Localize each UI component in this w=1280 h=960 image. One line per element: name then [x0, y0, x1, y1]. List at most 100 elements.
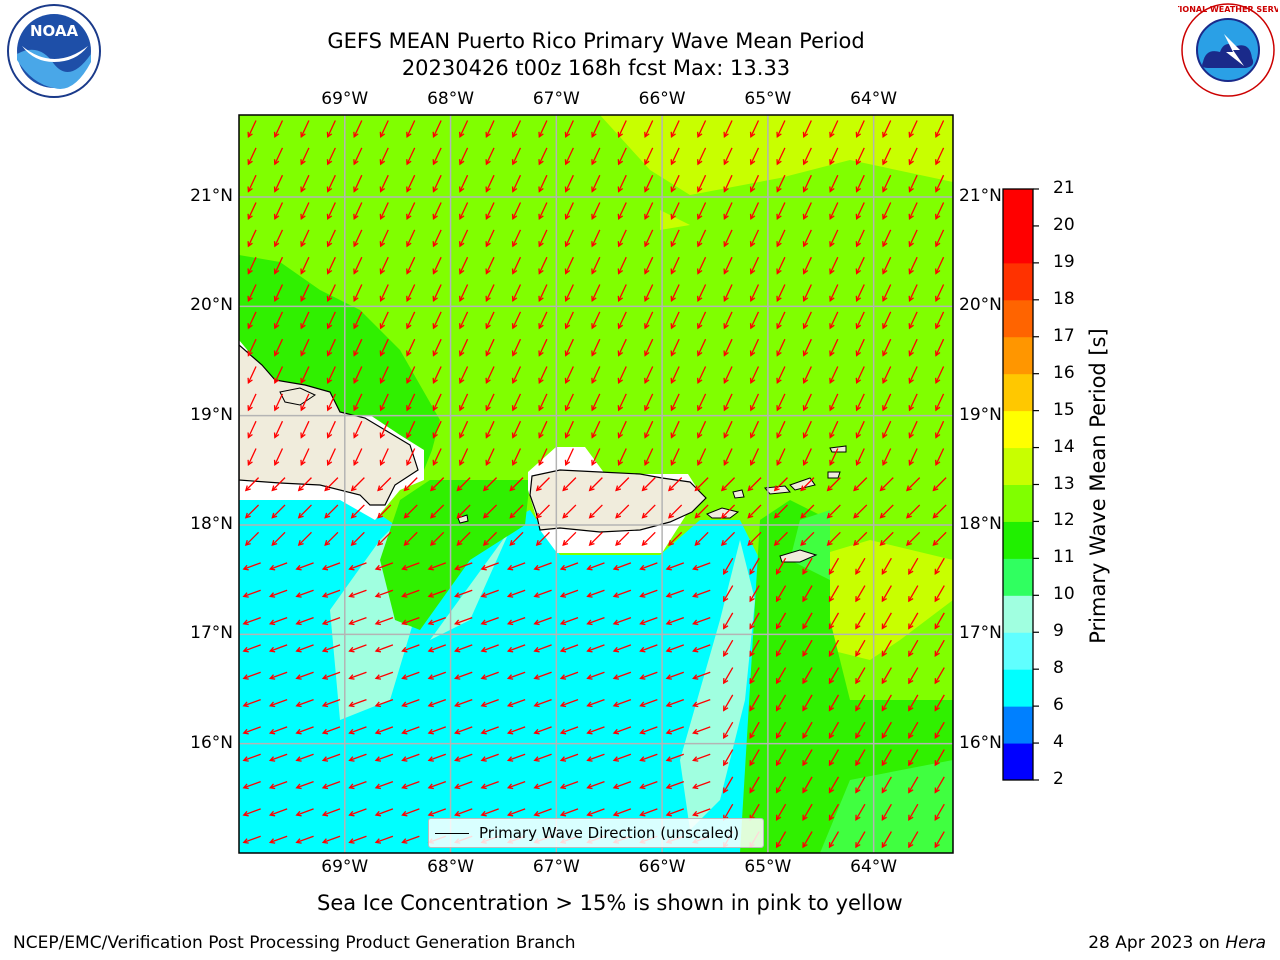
wave-arrow — [327, 366, 336, 384]
wave-arrow-head — [802, 650, 808, 657]
wave-arrow — [591, 229, 601, 247]
colorbar-tick-label: 2 — [1053, 769, 1064, 789]
wave-arrow — [644, 229, 654, 247]
wave-arrow-head — [641, 485, 648, 492]
wave-arrow — [935, 120, 945, 138]
wave-arrow-head — [615, 485, 622, 492]
wave-arrow — [406, 120, 416, 138]
wave-arrow — [271, 504, 286, 519]
wave-arrow — [402, 780, 420, 789]
wave-arrow — [934, 749, 945, 766]
wave-arrow-head — [324, 512, 331, 519]
wave-arrow-head — [533, 646, 540, 653]
wave-arrow — [723, 557, 734, 575]
wave-arrow — [776, 202, 786, 220]
wave-arrow-head — [377, 485, 384, 492]
wave-arrow-head — [273, 377, 280, 385]
wave-arrow-head — [374, 701, 382, 708]
wave-arrow — [300, 174, 310, 192]
field-medium-green-se — [820, 760, 953, 853]
wave-arrow-head — [586, 592, 593, 598]
wave-arrow — [243, 644, 261, 652]
wave-arrow-head — [353, 459, 359, 467]
wave-arrow — [351, 504, 365, 519]
wave-arrow-head — [723, 623, 729, 630]
wave-arrow — [538, 448, 548, 466]
wave-arrow-head — [855, 432, 862, 439]
wave-arrow — [803, 174, 812, 192]
wave-arrow — [829, 366, 839, 384]
wave-arrow-head — [348, 646, 355, 653]
wave-arrow-head — [480, 783, 487, 790]
wave-arrow — [587, 644, 605, 652]
wave-arrow-head — [908, 377, 914, 385]
footer-left: NCEP/EMC/Verification Post Processing Pr… — [13, 933, 576, 953]
wave-arrow — [856, 229, 865, 247]
wave-arrow — [693, 616, 711, 625]
wave-arrow-head — [723, 596, 729, 603]
wave-arrow — [750, 256, 760, 274]
wave-arrow-head — [459, 131, 465, 139]
wave-arrow-head — [485, 432, 491, 439]
wave-arrow-head — [749, 678, 755, 685]
wave-arrow — [327, 174, 336, 192]
wave-arrow-head — [485, 241, 491, 248]
wave-arrow — [827, 477, 841, 491]
wave-arrow — [322, 698, 341, 707]
wave-arrow — [644, 366, 654, 384]
wave-arrow — [749, 667, 760, 684]
wave-arrow — [349, 589, 367, 598]
wave-arrow — [247, 366, 257, 384]
wave-arrow — [296, 562, 314, 570]
wave-arrow-head — [932, 512, 939, 519]
wave-arrow — [723, 420, 733, 438]
wave-arrow-head — [538, 350, 544, 357]
colorbar-tick-label: 9 — [1053, 621, 1064, 642]
wave-arrow — [776, 831, 787, 848]
wave-arrow-head — [802, 295, 809, 303]
wave-arrow — [406, 174, 416, 192]
wave-arrow-head — [882, 213, 888, 221]
wave-arrow — [935, 147, 945, 165]
wave-arrow — [697, 174, 707, 192]
wave-arrow — [642, 477, 656, 491]
wave-arrow — [802, 639, 813, 657]
wave-arrow-head — [855, 623, 861, 630]
wave-arrow — [560, 698, 579, 707]
wave-arrow-head — [853, 485, 860, 492]
wave-arrow — [829, 420, 839, 438]
wave-arrow-head — [775, 842, 782, 849]
wave-arrow — [534, 589, 552, 598]
wave-arrow — [803, 420, 812, 438]
wave-arrow-head — [459, 459, 465, 467]
wave-arrow — [247, 202, 257, 220]
wave-arrow — [666, 698, 685, 707]
wave-arrow — [800, 477, 815, 491]
wave-arrow — [380, 120, 389, 138]
wave-arrow-head — [855, 459, 862, 467]
wave-arrow-head — [432, 377, 438, 385]
wave-arrow — [245, 531, 260, 546]
wave-arrow — [274, 284, 284, 302]
wave-arrow — [749, 776, 760, 793]
wave-arrow — [565, 120, 574, 138]
wave-arrow-head — [802, 268, 809, 275]
wave-arrow — [300, 256, 310, 274]
wave-arrow — [485, 229, 495, 247]
wave-arrow — [269, 644, 288, 652]
wave-arrow-head — [723, 405, 729, 412]
wave-arrow-head — [454, 783, 461, 790]
wave-arrow — [380, 284, 389, 302]
wave-arrow-head — [881, 732, 887, 739]
wave-arrow — [750, 420, 760, 438]
wave-arrow-head — [697, 268, 703, 275]
wave-arrow — [298, 477, 312, 491]
wave-arrow — [538, 202, 548, 220]
wave-arrow — [829, 256, 839, 274]
wave-arrow — [322, 753, 341, 762]
wave-arrow — [618, 229, 627, 247]
wave-arrow — [932, 477, 947, 491]
wave-arrow-head — [297, 512, 304, 519]
wave-arrow — [483, 477, 498, 491]
wave-arrow-head — [723, 241, 729, 248]
